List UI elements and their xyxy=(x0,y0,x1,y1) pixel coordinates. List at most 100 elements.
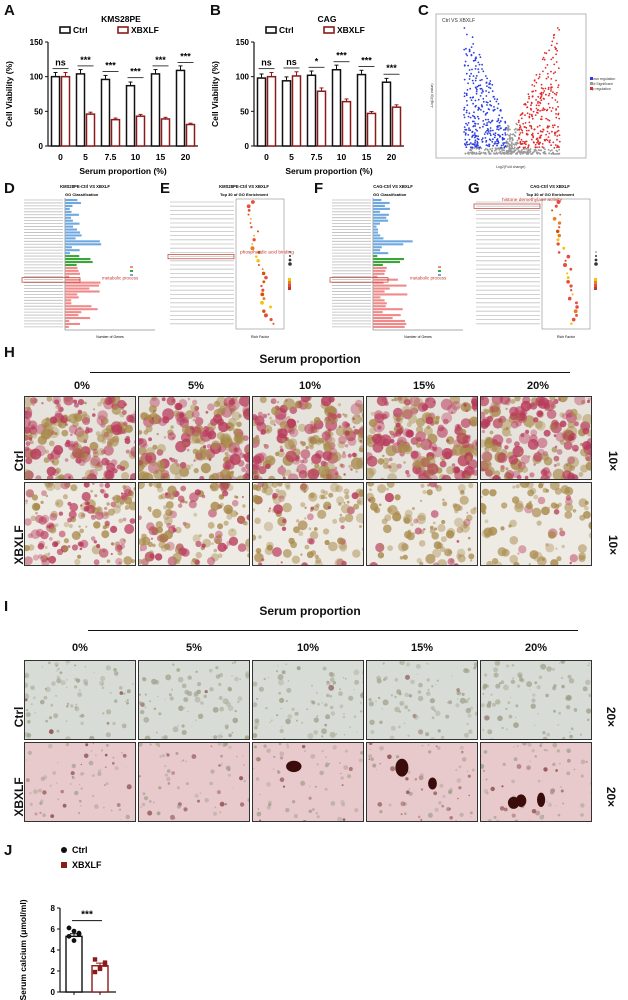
volcano-point xyxy=(487,128,489,130)
stain-spot xyxy=(328,685,334,691)
stain-spot xyxy=(94,672,95,673)
volcano-point xyxy=(552,142,554,144)
stain-spot xyxy=(117,400,126,409)
stain-spot xyxy=(143,792,146,795)
volcano-point xyxy=(545,139,547,141)
volcano-point xyxy=(506,146,508,148)
stain-spot xyxy=(176,403,183,410)
stain-spot xyxy=(266,782,271,787)
stain-spot xyxy=(460,746,464,750)
volcano-point xyxy=(477,116,479,118)
volcano-point xyxy=(517,140,519,142)
stain-spot xyxy=(281,561,283,563)
stain-spot xyxy=(278,692,281,695)
go-enrich-dot xyxy=(248,209,251,212)
micrograph-texture xyxy=(367,483,478,566)
go-classification-cag: CAG-Ctrl VS XBXLFGO Classificationmetabo… xyxy=(318,182,468,342)
stain-spot xyxy=(359,758,363,762)
stain-spot xyxy=(209,533,214,538)
volcano-point xyxy=(548,136,550,138)
go-legend-color xyxy=(288,284,291,287)
stain-spot xyxy=(378,552,384,558)
stain-spot xyxy=(517,475,522,480)
stain-spot xyxy=(207,403,214,410)
stain-spot xyxy=(41,402,43,404)
volcano-point xyxy=(535,90,537,92)
volcano-point xyxy=(490,130,492,132)
stain-spot xyxy=(183,697,188,702)
go-class-bar xyxy=(65,255,79,257)
stain-spot xyxy=(256,698,258,700)
go-legend-size xyxy=(594,262,598,266)
bar-xbxlf xyxy=(293,76,301,146)
stain-spot xyxy=(174,459,178,463)
stain-spot xyxy=(562,545,565,548)
stain-spot xyxy=(566,705,570,709)
stain-spot xyxy=(91,750,93,752)
stain-spot xyxy=(49,441,55,447)
volcano-point xyxy=(466,93,468,95)
stain-spot xyxy=(25,673,29,679)
legend-marker-xbxlf xyxy=(61,862,67,868)
volcano-point xyxy=(503,147,505,149)
stain-spot xyxy=(220,765,222,767)
volcano-point xyxy=(480,109,482,111)
stain-spot xyxy=(26,759,27,760)
stain-spot xyxy=(568,675,572,679)
stain-spot xyxy=(529,820,530,821)
volcano-point xyxy=(550,88,552,90)
stain-spot xyxy=(420,484,424,488)
volcano-point xyxy=(481,139,483,141)
stain-spot xyxy=(330,732,336,738)
go-class-bar xyxy=(373,326,404,328)
volcano-point xyxy=(525,122,527,124)
stain-spot xyxy=(458,786,461,789)
stain-spot xyxy=(59,531,66,538)
stain-spot xyxy=(590,792,592,795)
stain-spot xyxy=(491,738,493,740)
volcano-point xyxy=(472,43,474,45)
volcano-point xyxy=(516,142,518,144)
volcano-point xyxy=(507,151,509,153)
volcano-point xyxy=(478,153,480,155)
stain-spot xyxy=(329,695,332,698)
volcano-point xyxy=(485,90,487,92)
go-legend-color xyxy=(288,281,291,284)
stain-spot xyxy=(460,496,469,505)
volcano-point xyxy=(482,137,484,139)
stain-spot xyxy=(550,791,554,795)
stain-spot xyxy=(70,704,73,707)
volcano-point xyxy=(497,107,499,109)
stain-spot xyxy=(395,678,399,682)
volcano-point xyxy=(528,130,530,132)
volcano-point xyxy=(552,152,554,154)
stain-spot xyxy=(102,684,103,685)
stain-spot xyxy=(469,417,478,427)
go-enrich-dot xyxy=(260,301,264,305)
stain-spot xyxy=(526,502,533,509)
stain-spot xyxy=(329,437,336,444)
stain-spot xyxy=(506,729,508,731)
stain-spot xyxy=(257,812,262,817)
volcano-point xyxy=(520,152,522,154)
stain-spot xyxy=(468,548,472,552)
stain-spot xyxy=(166,777,170,781)
stain-spot xyxy=(537,521,542,526)
go-legend-size xyxy=(595,255,597,257)
stain-spot xyxy=(32,404,35,407)
volcano-point xyxy=(476,148,478,150)
volcano-point xyxy=(541,118,543,120)
go-legend-size xyxy=(289,255,291,257)
stain-spot xyxy=(530,429,537,436)
stain-spot xyxy=(126,767,127,768)
stain-spot xyxy=(182,684,187,689)
stain-spot xyxy=(418,690,422,694)
stain-spot xyxy=(286,485,291,490)
go-highlight-label: phosphatidic acid binding xyxy=(240,250,294,256)
stain-spot xyxy=(188,398,191,401)
micrograph-texture xyxy=(25,397,136,480)
y-tick-label: 100 xyxy=(30,73,44,82)
stain-spot xyxy=(354,808,358,812)
volcano-point xyxy=(535,99,537,101)
stain-spot xyxy=(490,431,494,435)
